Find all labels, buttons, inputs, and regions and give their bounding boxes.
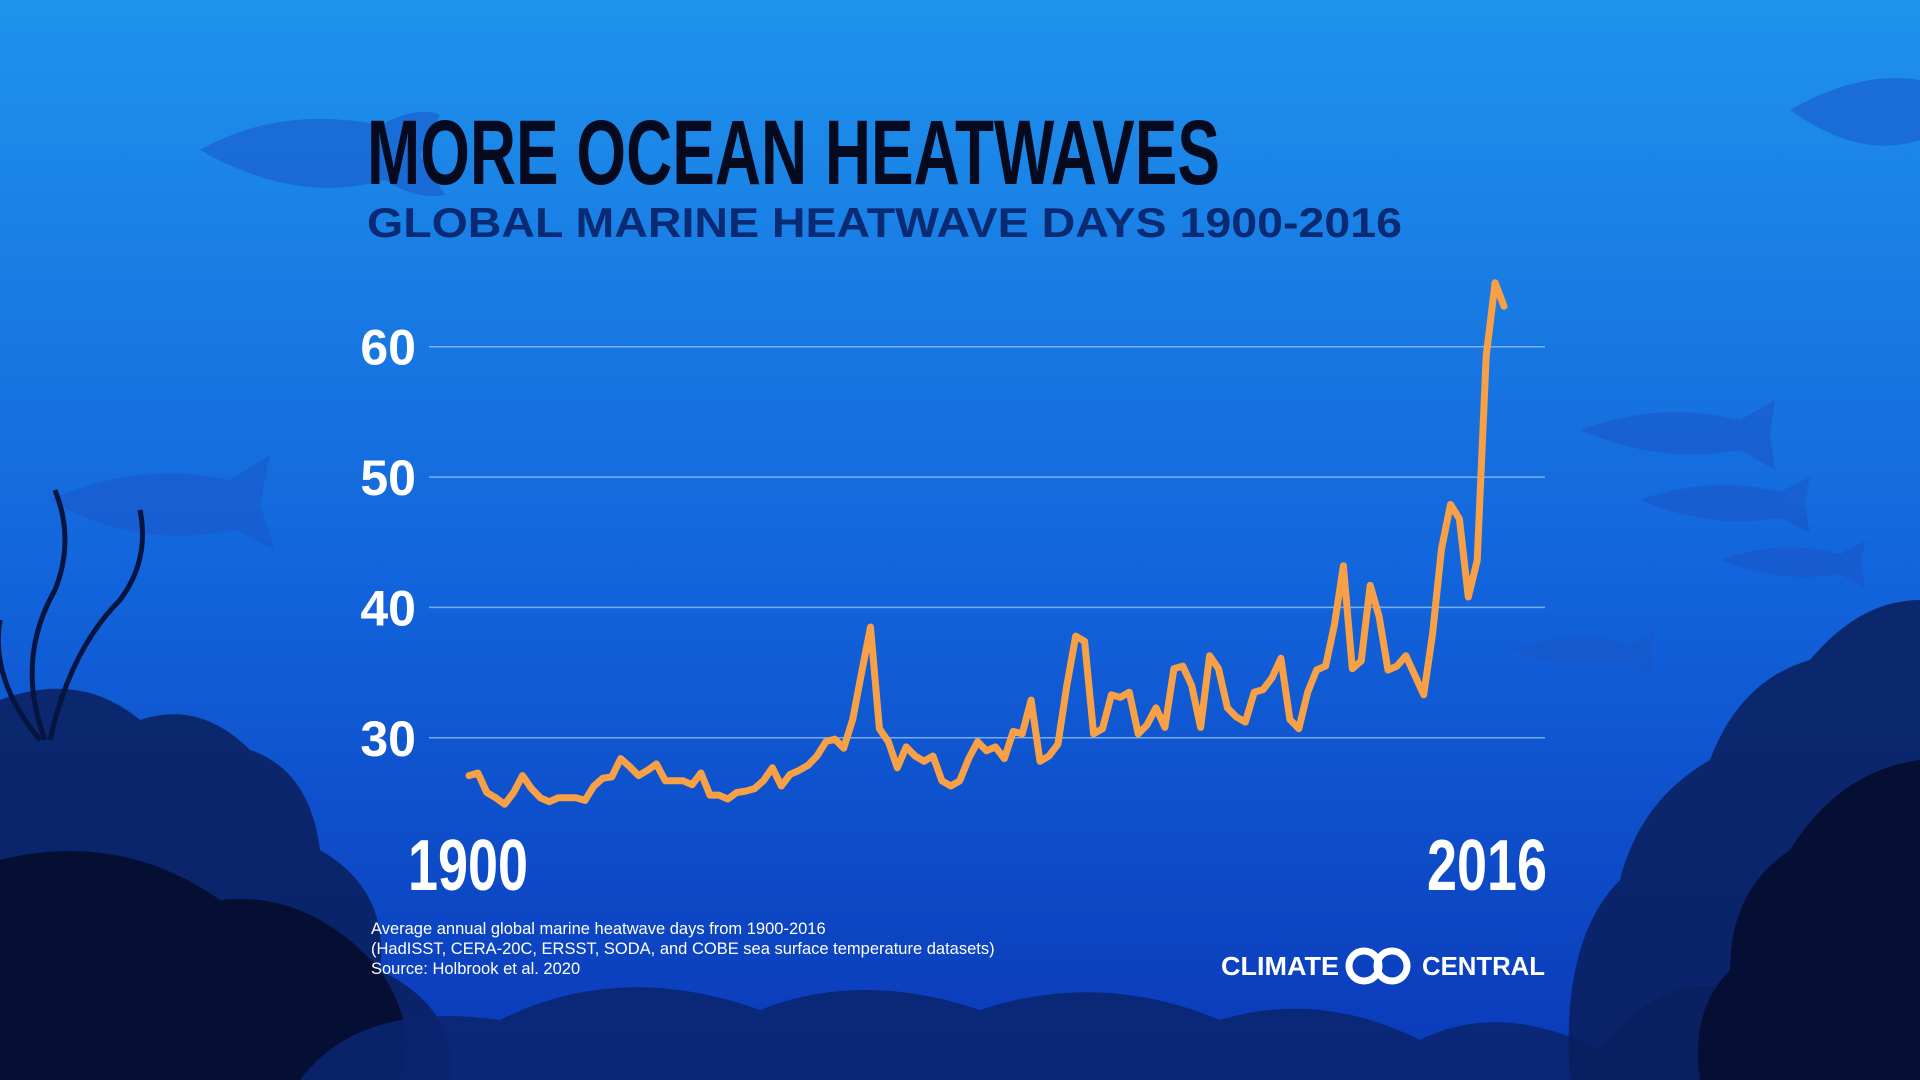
brand-right: CENTRAL: [1422, 951, 1545, 981]
y-tick-label: 30: [360, 711, 416, 767]
fish-silhouettes: [50, 78, 1920, 678]
brand-left: CLIMATE: [1221, 951, 1339, 981]
seabed: [0, 600, 1920, 1080]
light-glow: [340, 0, 1180, 60]
chart-subtitle: GLOBAL MARINE HEATWAVE DAYS 1900-2016: [367, 199, 1402, 246]
footnote: Source: Holbrook et al. 2020: [371, 960, 580, 978]
logo-ring: [1373, 947, 1411, 985]
seaweed: [0, 489, 145, 742]
data-line: [465, 279, 1508, 808]
x-tick-label: 2016: [1427, 826, 1547, 906]
y-tick-label: 60: [360, 320, 416, 376]
plot: 30 40 50 60 1900 2016: [360, 279, 1547, 906]
footnotes: Average annual global marine heatwave da…: [371, 920, 995, 978]
y-tick-label: 40: [360, 580, 416, 636]
logo: CLIMATE CENTRAL: [1221, 947, 1545, 985]
x-tick-label: 1900: [408, 826, 528, 906]
chart-title: MORE OCEAN HEATWAVES: [367, 102, 1220, 204]
y-tick-label: 50: [360, 450, 416, 506]
footnote: Average annual global marine heatwave da…: [371, 920, 826, 938]
footnote: (HadISST, CERA-20C, ERSST, SODA, and COB…: [371, 940, 995, 958]
